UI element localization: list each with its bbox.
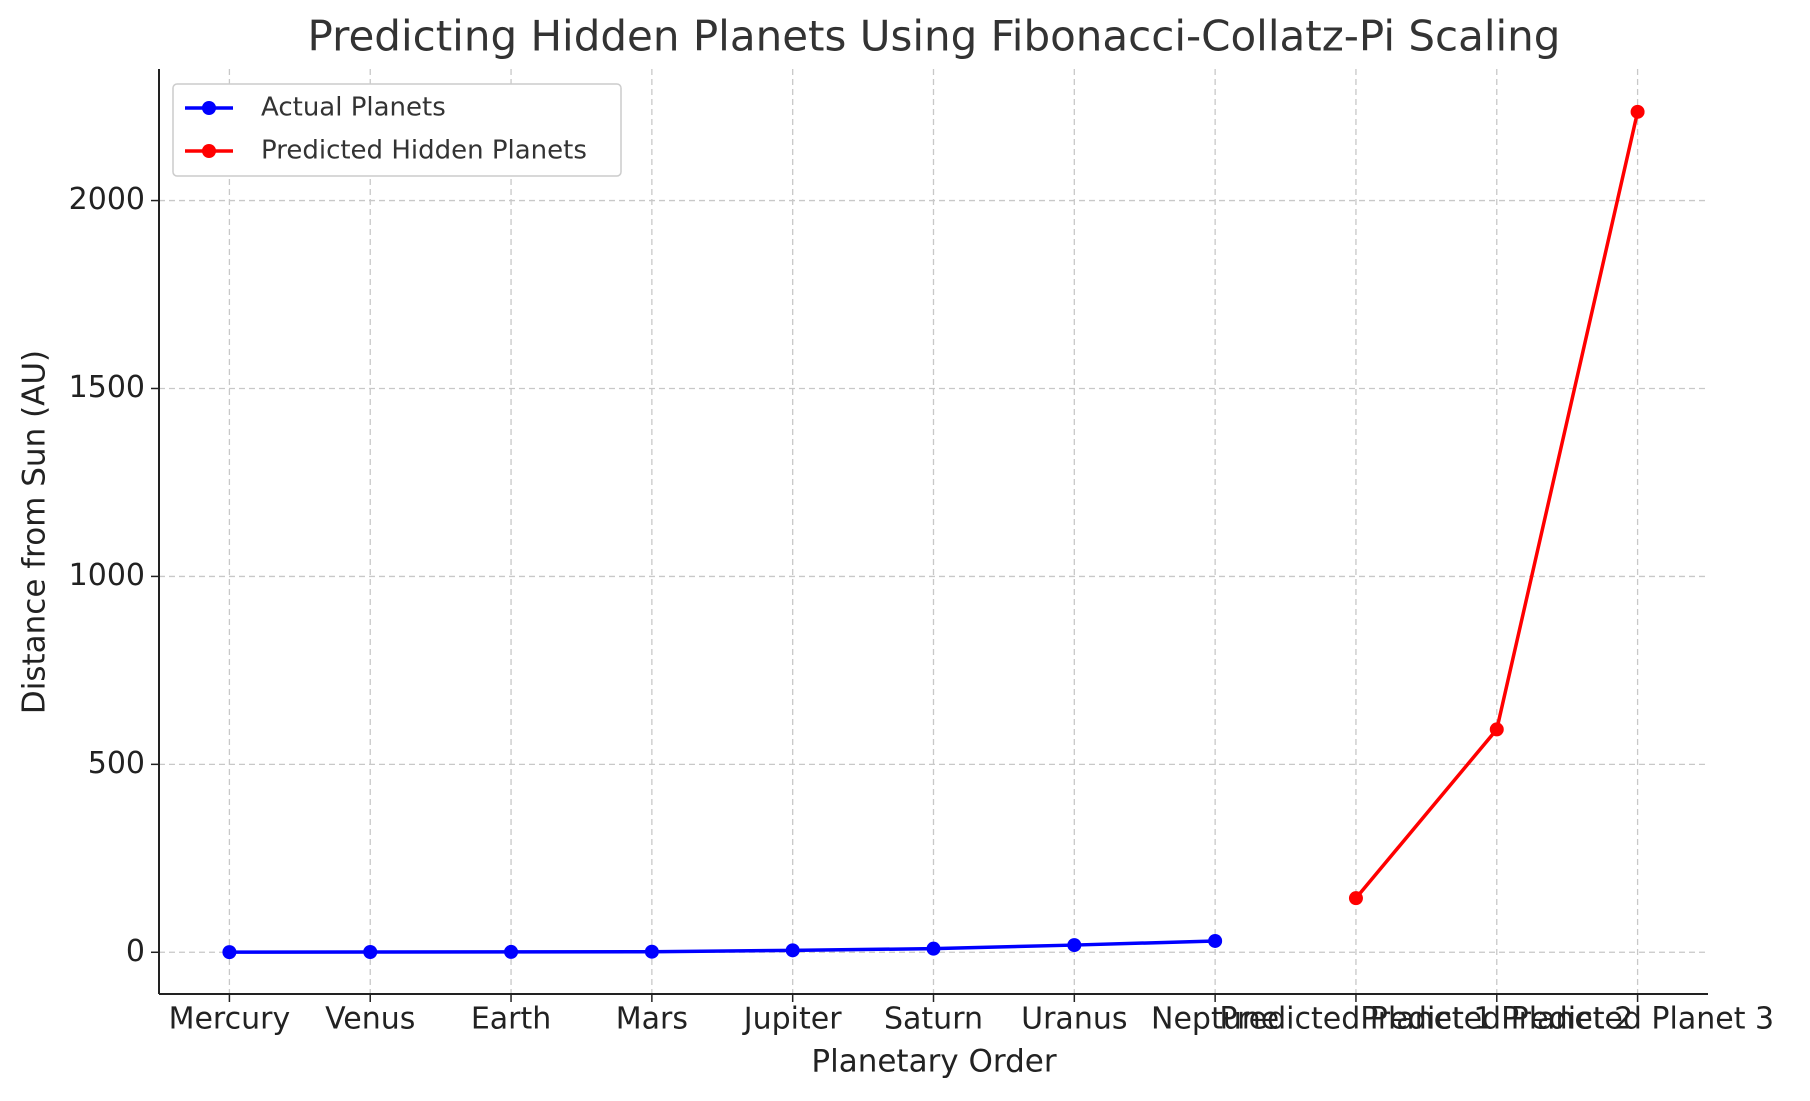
point <box>1489 722 1504 737</box>
point <box>644 944 659 959</box>
point <box>926 941 941 956</box>
chart-title: Predicting Hidden Planets Using Fibonacc… <box>308 12 1561 61</box>
x-tick-label: Jupiter <box>742 1002 842 1037</box>
x-tick-label: Predicted Planet 1 <box>1219 1002 1492 1037</box>
x-tick-label: Predicted Planet 2 <box>1360 1002 1633 1037</box>
x-tick-label: Uranus <box>1021 1002 1127 1037</box>
point <box>1348 891 1363 906</box>
legend-box <box>172 83 622 177</box>
x-tick-label: Venus <box>325 1002 415 1037</box>
x-tick-label: Saturn <box>884 1002 983 1037</box>
y-tick-label: 500 <box>88 746 145 781</box>
point <box>785 943 800 958</box>
legend-marker <box>202 144 216 158</box>
x-tick-label: Mars <box>616 1002 688 1037</box>
point <box>1208 933 1223 948</box>
y-tick-label: 0 <box>126 934 145 969</box>
y-tick-label: 2000 <box>69 182 145 217</box>
series-line <box>229 939 1216 954</box>
x-tick-label: Mercury <box>169 1002 291 1037</box>
x-tick-label: Predicted Planet 3 <box>1501 1002 1774 1037</box>
legend-marker <box>202 101 216 115</box>
point <box>1630 104 1645 119</box>
point <box>363 945 378 960</box>
point <box>504 944 519 959</box>
y-tick-label: 1500 <box>69 370 145 405</box>
legend-label: Predicted Hidden Planets <box>261 136 587 166</box>
y-axis-label: Distance from Sun (AU) <box>17 350 53 714</box>
x-tick-label: Neptune <box>1151 1002 1279 1037</box>
point <box>1067 938 1082 953</box>
x-tick-label: Earth <box>471 1002 551 1037</box>
point <box>222 945 237 960</box>
y-tick-label: 1000 <box>69 558 145 593</box>
legend-label: Actual Planets <box>261 93 446 123</box>
x-axis-label: Planetary Order <box>811 1044 1056 1080</box>
